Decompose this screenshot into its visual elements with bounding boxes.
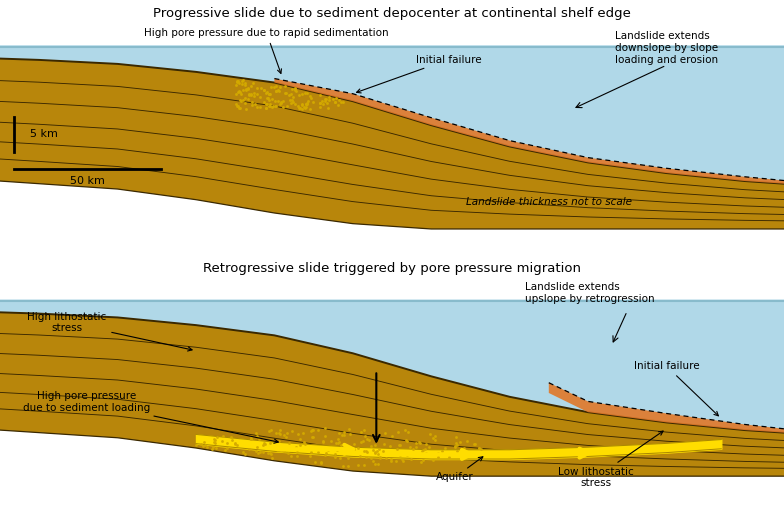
Text: Progressive slide due to sediment depocenter at continental shelf edge: Progressive slide due to sediment depoce… xyxy=(153,7,631,19)
Text: High lithostatic
stress: High lithostatic stress xyxy=(27,312,192,351)
Polygon shape xyxy=(682,416,768,432)
Polygon shape xyxy=(549,383,784,433)
Text: Low lithostatic
stress: Low lithostatic stress xyxy=(558,431,663,488)
Polygon shape xyxy=(0,58,784,229)
Text: High pore pressure due to rapid sedimentation: High pore pressure due to rapid sediment… xyxy=(144,28,389,73)
Text: High pore pressure
due to sediment loading: High pore pressure due to sediment loadi… xyxy=(23,391,278,443)
Text: Retrogressive slide triggered by pore pressure migration: Retrogressive slide triggered by pore pr… xyxy=(203,262,581,275)
Polygon shape xyxy=(0,312,784,476)
Text: 50 km: 50 km xyxy=(71,176,105,186)
Polygon shape xyxy=(274,78,784,184)
Text: Initial failure: Initial failure xyxy=(357,55,481,93)
Text: Landslide thickness not to scale: Landslide thickness not to scale xyxy=(466,197,632,207)
Text: Landslide extends
downslope by slope
loading and erosion: Landslide extends downslope by slope loa… xyxy=(615,31,719,65)
Polygon shape xyxy=(0,300,784,433)
Text: 5 km: 5 km xyxy=(30,130,58,139)
Text: Aquifer: Aquifer xyxy=(436,457,483,482)
Polygon shape xyxy=(274,78,337,97)
Polygon shape xyxy=(0,45,784,184)
Text: Landslide extends
upslope by retrogression: Landslide extends upslope by retrogressi… xyxy=(525,282,655,304)
Text: Initial failure: Initial failure xyxy=(633,361,718,416)
